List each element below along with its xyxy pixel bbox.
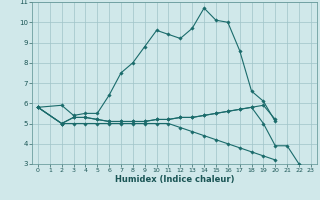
X-axis label: Humidex (Indice chaleur): Humidex (Indice chaleur): [115, 175, 234, 184]
